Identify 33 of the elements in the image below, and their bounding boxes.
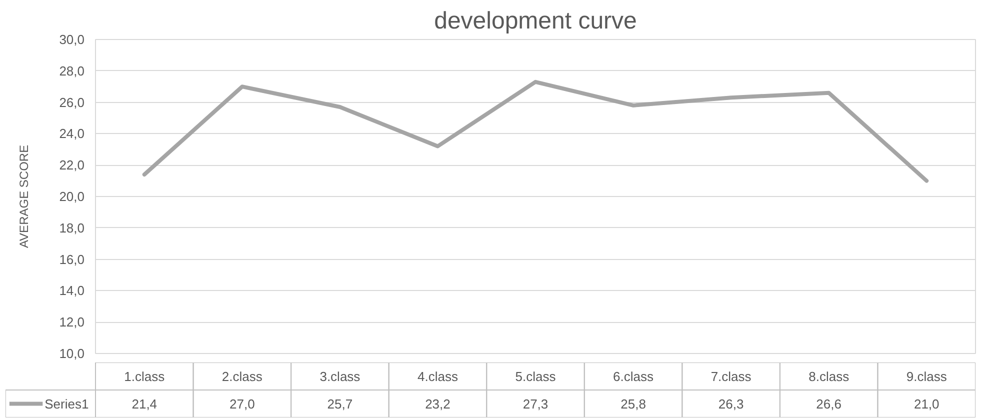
data-label: 26,3: [718, 396, 744, 412]
y-tick-label: 12,0: [59, 314, 85, 330]
x-tick-label: 1.class: [124, 368, 166, 384]
y-tick-label: 20,0: [59, 189, 85, 204]
data-label: 23,2: [425, 396, 450, 412]
y-tick-label: 18,0: [59, 220, 85, 236]
data-label: 25,7: [327, 396, 353, 412]
x-tick-label: 3.class: [320, 368, 361, 384]
y-tick-label: 24,0: [59, 126, 85, 142]
y-tick-label: 26,0: [59, 94, 85, 110]
data-label: 21,4: [132, 396, 158, 412]
y-tick-label: 30,0: [59, 32, 85, 47]
y-tick-label: 22,0: [59, 158, 85, 173]
data-label: 26,6: [816, 396, 842, 412]
data-label: 27,0: [230, 396, 255, 412]
x-tick-label: 5.class: [515, 368, 556, 384]
y-tick-label: 10,0: [59, 346, 85, 361]
legend-label: Series1: [44, 396, 89, 412]
y-axis-title: AVERAGE SCORE: [17, 144, 32, 248]
data-label: 21,0: [914, 396, 940, 412]
x-tick-label: 6.class: [613, 368, 654, 384]
y-tick-label: 28,0: [59, 63, 85, 78]
y-tick-label: 14,0: [59, 283, 85, 298]
data-label: 27,3: [522, 396, 548, 412]
data-label: 25,8: [620, 396, 646, 412]
line-series: [142, 80, 929, 183]
x-tick-label: 9.class: [906, 368, 948, 384]
chart-title: development curve: [434, 8, 637, 34]
y-tick-label: 16,0: [59, 252, 85, 267]
x-tick-label: 7.class: [710, 368, 752, 384]
x-tick-label: 4.class: [417, 368, 458, 384]
x-tick-label: 2.class: [222, 368, 263, 384]
x-tick-label: 8.class: [808, 368, 850, 384]
